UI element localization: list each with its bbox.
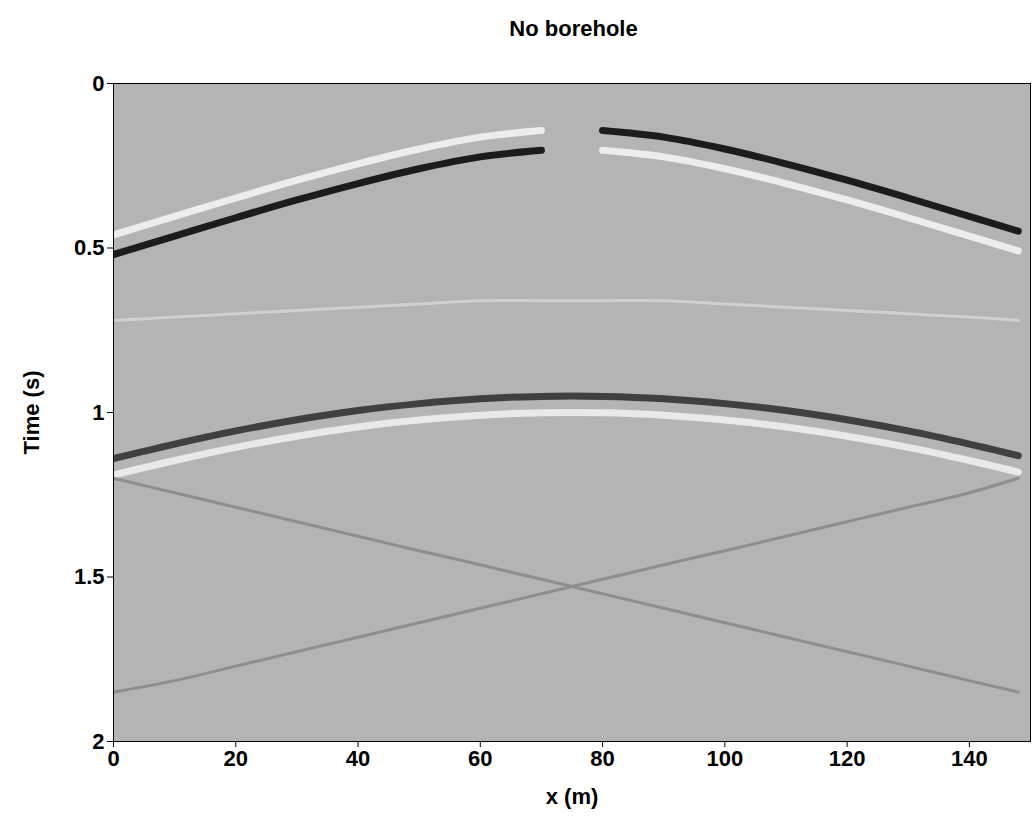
svg-text:0.5: 0.5 (74, 235, 105, 260)
svg-text:140: 140 (951, 746, 988, 771)
svg-text:0: 0 (107, 746, 119, 771)
html-text:No borehole: No borehole (509, 16, 638, 41)
svg-text:0: 0 (92, 71, 104, 96)
svg-text:120: 120 (829, 746, 866, 771)
svg-text:Time (s): Time (s) (19, 371, 44, 455)
svg-text:1.5: 1.5 (74, 564, 105, 589)
svg-text:20: 20 (224, 746, 248, 771)
svg-text:40: 40 (346, 746, 370, 771)
svg-text:x (m): x (m) (546, 784, 599, 809)
svg-text:80: 80 (590, 746, 614, 771)
svg-text:2: 2 (92, 729, 104, 754)
svg-text:100: 100 (706, 746, 743, 771)
svg-text:1: 1 (92, 400, 104, 425)
svg-text:60: 60 (468, 746, 492, 771)
